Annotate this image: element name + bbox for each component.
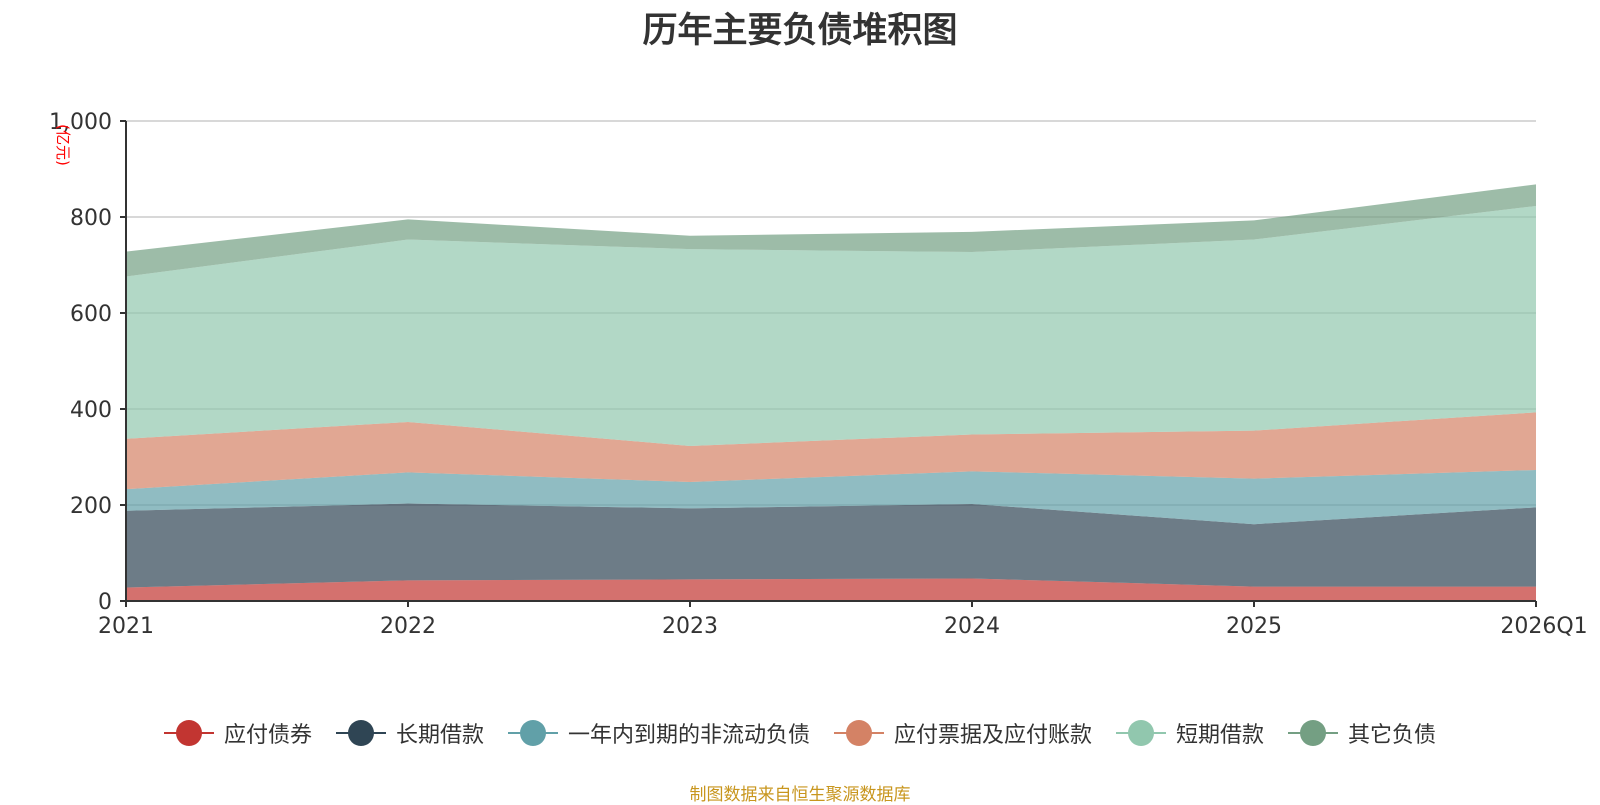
legend-marker-3: [834, 720, 884, 746]
legend-marker-2: [507, 720, 558, 746]
y-axis-unit-label: (亿元): [54, 124, 72, 166]
y-tick-label-5: 1,000: [49, 110, 112, 135]
x-tick-label-3: 2024: [944, 614, 1000, 639]
legend-item-5[interactable]: 其它负债: [1288, 717, 1436, 749]
area-series-2: [126, 469, 1536, 525]
area-series-3: [126, 412, 1536, 490]
axes: 0 200 400 600 800 1,000 2021 2022 2023 2024 2025 20…: [49, 110, 1588, 639]
x-tick-label-5: 2026Q1: [1500, 614, 1587, 639]
y-tick-label-4: 800: [70, 206, 112, 231]
area-series-1: [126, 503, 1536, 588]
x-tick-label-0: 2021: [98, 614, 154, 639]
y-tick-label-2: 400: [70, 398, 112, 423]
legend-label-2: 一年内到期的非流动负债: [567, 723, 810, 748]
legend-item-0[interactable]: 应付债券: [163, 717, 312, 749]
legend-label-0: 应付债券: [223, 723, 312, 748]
x-tick-label-2: 2023: [662, 614, 718, 639]
legend-item-1[interactable]: 长期借款: [335, 717, 484, 749]
legend-item-4[interactable]: 短期借款: [1116, 717, 1264, 749]
legend-label-5: 其它负债: [1348, 723, 1437, 748]
chart-title: 历年主要负债堆积图: [642, 11, 958, 51]
y-tick-label-3: 600: [70, 302, 112, 327]
legend-marker-4: [1116, 720, 1167, 746]
legend-marker-5: [1288, 720, 1339, 746]
y-tick-label-1: 200: [70, 494, 112, 519]
legend-marker-0: [163, 720, 214, 746]
legend-label-3: 应付票据及应付账款: [894, 723, 1093, 748]
area-series-5: [126, 184, 1536, 277]
y-tick-label-0: 0: [98, 590, 112, 615]
legend-item-2[interactable]: 一年内到期的非流动负债: [507, 717, 810, 749]
x-tick-label-4: 2025: [1226, 614, 1282, 639]
legend-label-4: 短期借款: [1176, 723, 1265, 748]
source-note: 制图数据来自恒生聚源数据库: [689, 785, 911, 805]
legend-label-1: 长期借款: [395, 723, 484, 748]
legend-marker-1: [335, 720, 386, 746]
area-series-0: [126, 578, 1536, 601]
legend: 应付债券 长期借款 一年内到期的非流动负债 应付票据及应付账款 短期借款 其它负债: [0, 716, 1600, 750]
area-series: [126, 184, 1536, 601]
area-series-4: [126, 205, 1536, 446]
x-tick-label-1: 2022: [380, 614, 436, 639]
legend-item-3[interactable]: 应付票据及应付账款: [834, 717, 1092, 749]
